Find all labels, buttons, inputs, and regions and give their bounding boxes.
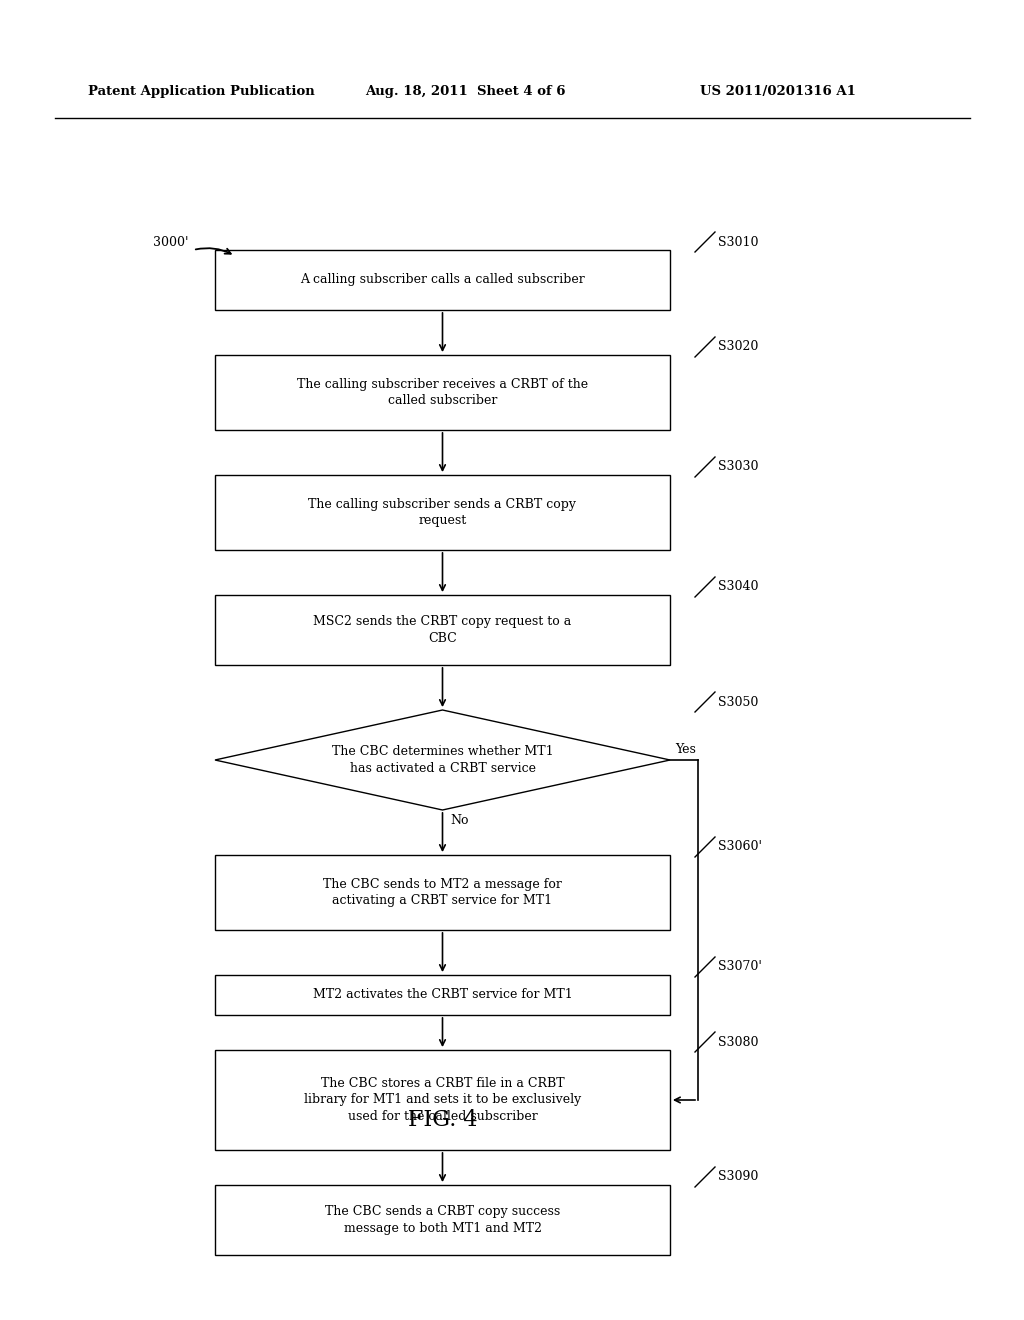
Text: S3020: S3020 — [718, 341, 759, 354]
FancyBboxPatch shape — [215, 355, 670, 430]
Polygon shape — [215, 710, 670, 810]
FancyBboxPatch shape — [215, 249, 670, 310]
Text: The CBC sends a CRBT copy success
message to both MT1 and MT2: The CBC sends a CRBT copy success messag… — [325, 1205, 560, 1234]
Text: The CBC determines whether MT1
has activated a CRBT service: The CBC determines whether MT1 has activ… — [332, 746, 553, 775]
Text: S3010: S3010 — [718, 235, 759, 248]
FancyBboxPatch shape — [215, 1049, 670, 1150]
FancyBboxPatch shape — [215, 975, 670, 1015]
Text: MSC2 sends the CRBT copy request to a
CBC: MSC2 sends the CRBT copy request to a CB… — [313, 615, 571, 644]
FancyBboxPatch shape — [215, 1185, 670, 1255]
Text: 3000': 3000' — [153, 235, 188, 248]
Text: No: No — [451, 814, 469, 828]
Text: S3070': S3070' — [718, 961, 762, 974]
Text: The CBC sends to MT2 a message for
activating a CRBT service for MT1: The CBC sends to MT2 a message for activ… — [323, 878, 562, 907]
Text: S3030: S3030 — [718, 461, 759, 474]
Text: Yes: Yes — [675, 743, 696, 756]
Text: The calling subscriber receives a CRBT of the
called subscriber: The calling subscriber receives a CRBT o… — [297, 378, 588, 408]
FancyBboxPatch shape — [215, 595, 670, 665]
FancyBboxPatch shape — [215, 475, 670, 550]
Text: FIG. 4: FIG. 4 — [408, 1109, 477, 1131]
Text: MT2 activates the CRBT service for MT1: MT2 activates the CRBT service for MT1 — [312, 989, 572, 1002]
Text: Patent Application Publication: Patent Application Publication — [88, 84, 314, 98]
Text: S3050: S3050 — [718, 696, 759, 709]
Text: S3060': S3060' — [718, 841, 762, 854]
Text: Aug. 18, 2011  Sheet 4 of 6: Aug. 18, 2011 Sheet 4 of 6 — [365, 84, 565, 98]
Text: US 2011/0201316 A1: US 2011/0201316 A1 — [700, 84, 856, 98]
Text: S3090: S3090 — [718, 1171, 759, 1184]
FancyBboxPatch shape — [215, 855, 670, 931]
Text: A calling subscriber calls a called subscriber: A calling subscriber calls a called subs… — [300, 273, 585, 286]
Text: The calling subscriber sends a CRBT copy
request: The calling subscriber sends a CRBT copy… — [308, 498, 577, 527]
Text: S3080: S3080 — [718, 1035, 759, 1048]
Text: The CBC stores a CRBT file in a CRBT
library for MT1 and sets it to be exclusive: The CBC stores a CRBT file in a CRBT lib… — [304, 1077, 582, 1123]
Text: S3040: S3040 — [718, 581, 759, 594]
